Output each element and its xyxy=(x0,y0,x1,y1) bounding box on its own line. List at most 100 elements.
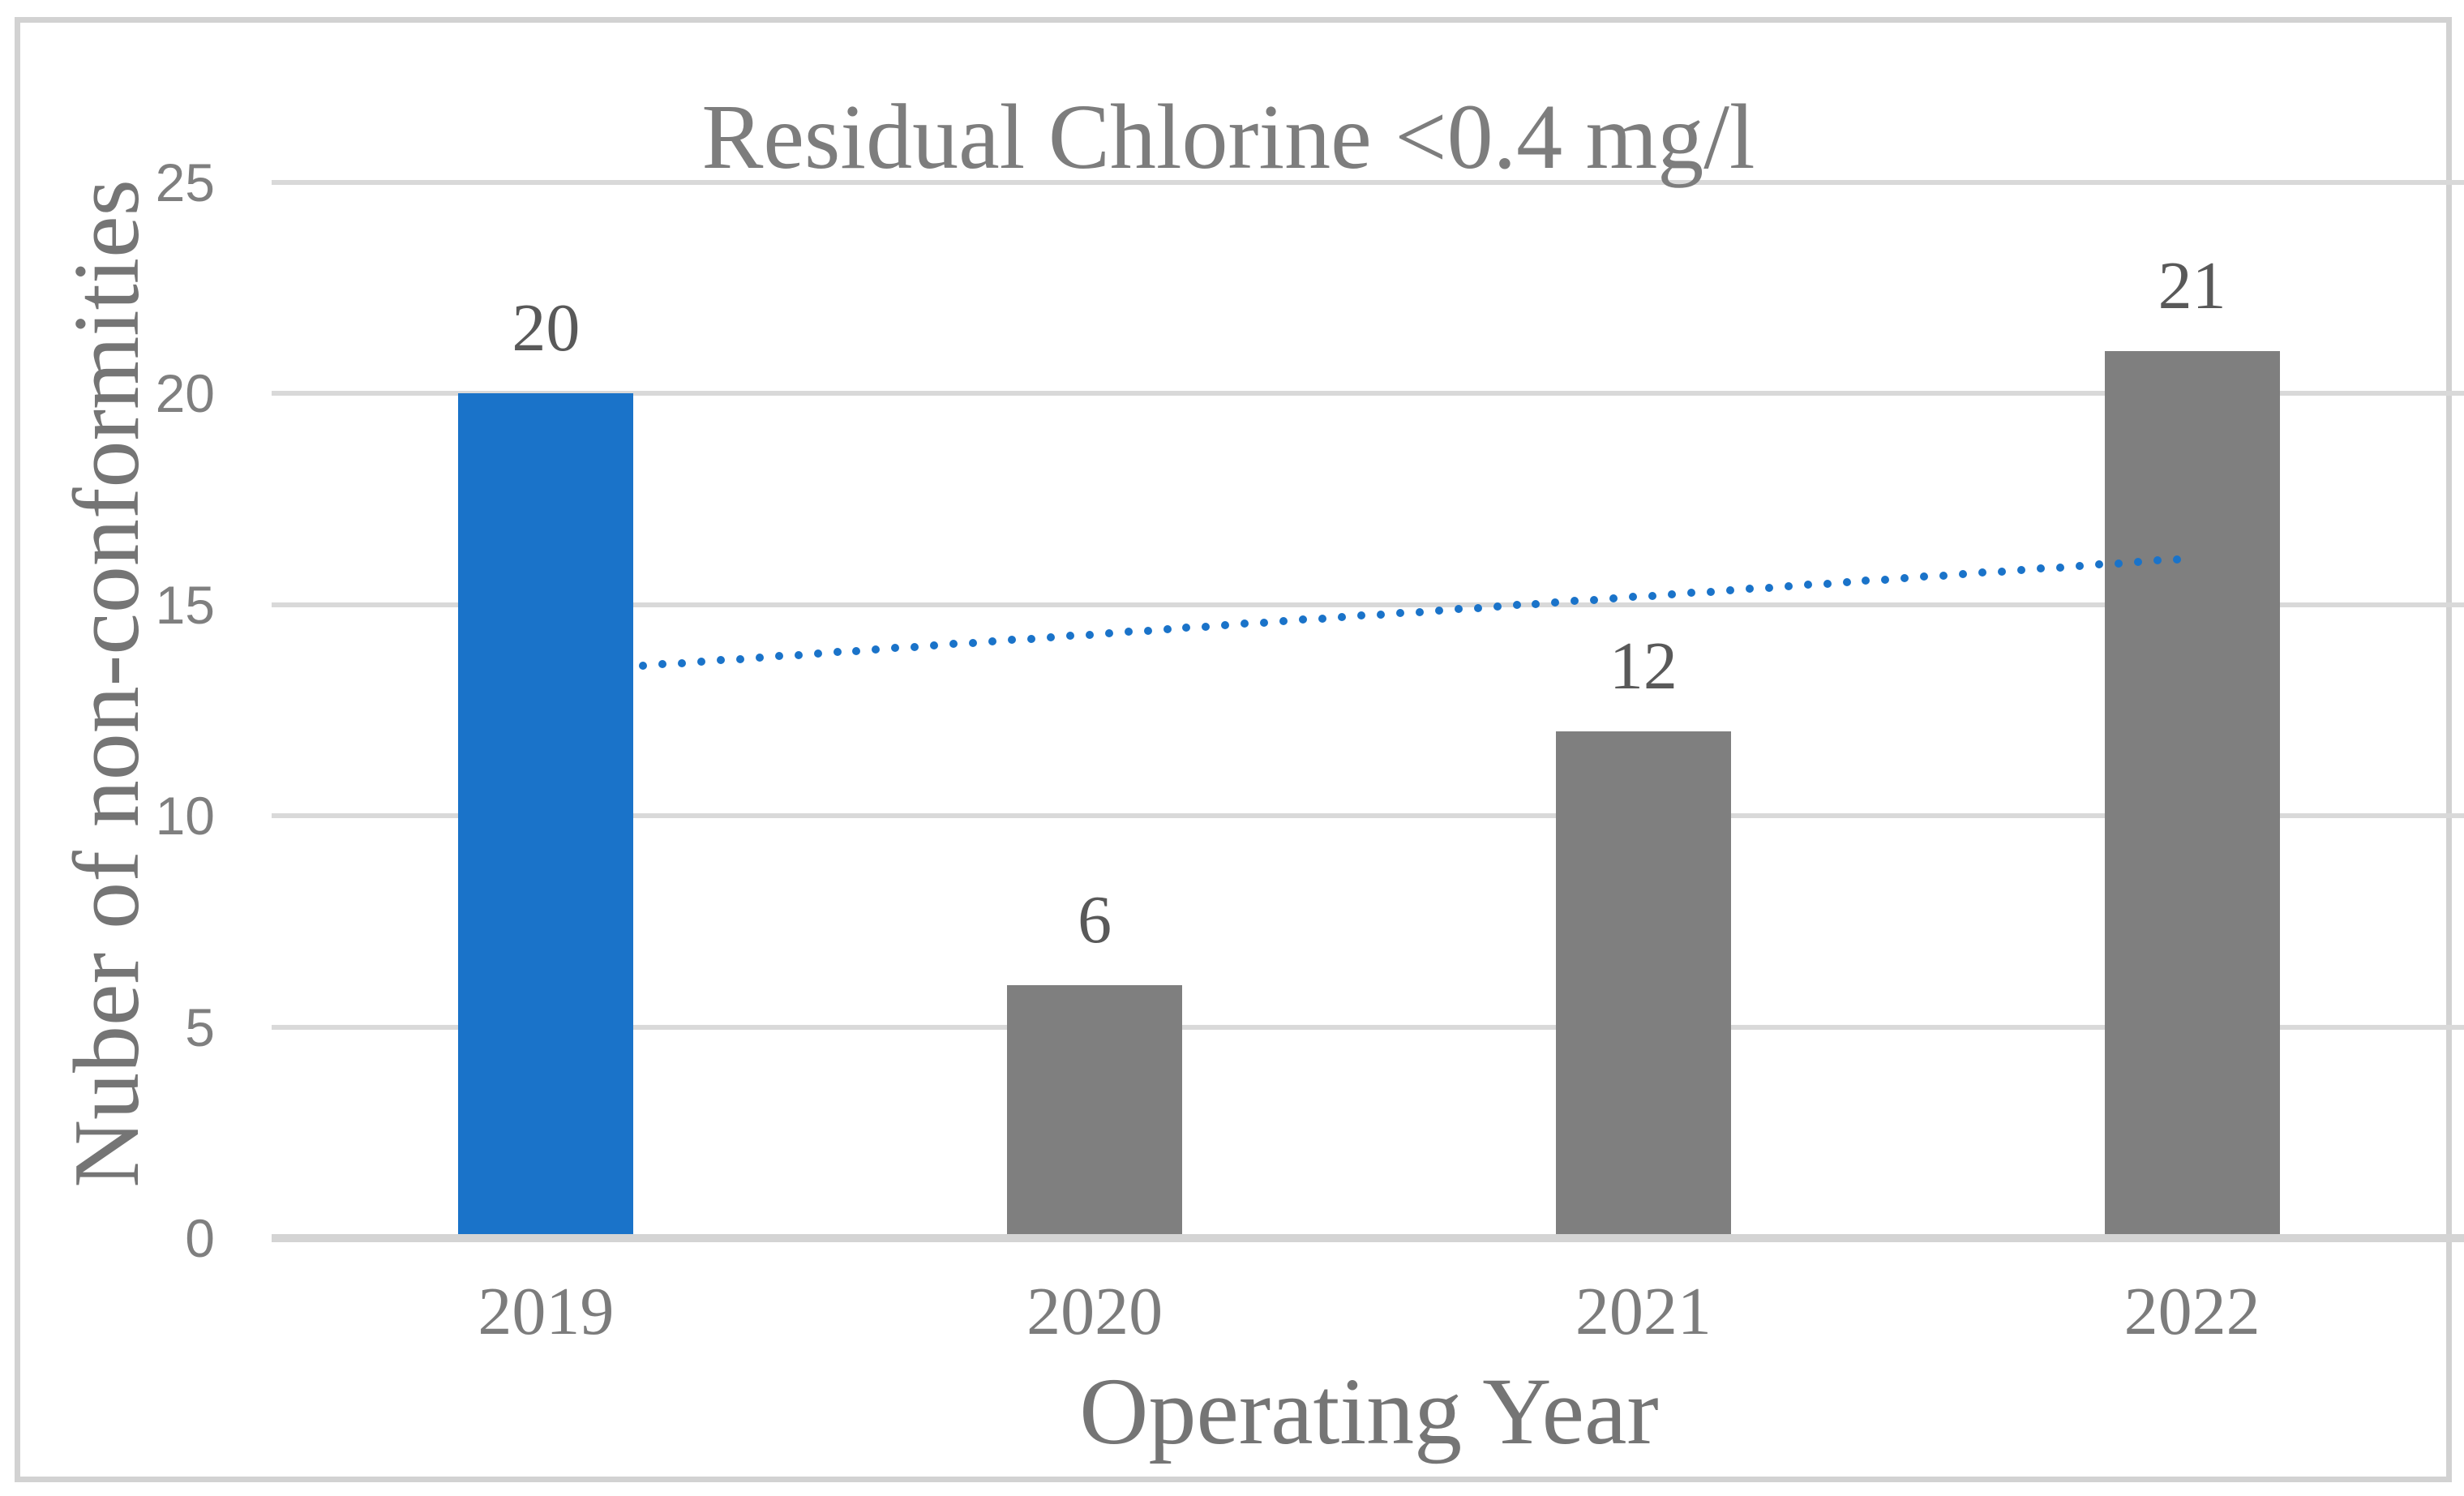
data-label-2020: 6 xyxy=(1078,881,1112,958)
trendline-dot xyxy=(735,654,744,663)
trendline-dot xyxy=(1686,589,1695,598)
gridline-10 xyxy=(272,813,2464,819)
trendline-dot xyxy=(1959,570,1968,579)
trendline-dot xyxy=(1143,626,1152,635)
x-tick-label-2022: 2022 xyxy=(2123,1274,2260,1349)
trendline-dot xyxy=(2133,558,2142,567)
trendline-dot xyxy=(872,645,881,654)
trendline-dot xyxy=(1318,614,1327,623)
x-axis-title: Operating Year xyxy=(1079,1358,1659,1464)
trendline-dot xyxy=(833,648,842,657)
trendline-dot xyxy=(1745,585,1754,594)
trendline-dot xyxy=(1900,574,1909,583)
trendline-dot xyxy=(969,638,978,647)
trendline-dot xyxy=(1590,595,1599,604)
x-axis-line xyxy=(272,1234,2464,1242)
trendline-dot xyxy=(988,637,997,645)
trendline-dot xyxy=(1299,615,1308,624)
y-tick-label-10: 10 xyxy=(155,786,215,847)
x-tick-label-2019: 2019 xyxy=(478,1274,615,1349)
trendline-dot xyxy=(1279,617,1288,626)
trendline-dot xyxy=(1648,591,1657,600)
trendline-dot xyxy=(1376,610,1385,619)
trendline-dot xyxy=(755,653,764,662)
trendline-dot xyxy=(639,661,648,670)
trendline-dot xyxy=(2172,555,2181,564)
bar-2021 xyxy=(1555,731,1731,1234)
trendline-dot xyxy=(1221,621,1230,630)
trendline-dot xyxy=(1046,633,1055,641)
trendline-dot xyxy=(774,652,783,661)
trendline-dot xyxy=(891,644,900,653)
y-tick-label-0: 0 xyxy=(185,1208,215,1268)
trendline-dot xyxy=(2055,563,2064,572)
gridline-25 xyxy=(272,180,2464,185)
trendline-dot xyxy=(1862,577,1870,585)
y-axis-title: Nuber of non-conformities xyxy=(55,179,159,1188)
gridline-15 xyxy=(272,602,2464,607)
trendline-dot xyxy=(1881,575,1890,584)
trendline-dot xyxy=(1803,581,1812,589)
y-tick-label-15: 15 xyxy=(155,574,215,635)
trendline-dot xyxy=(1551,598,1560,607)
trendline-dot xyxy=(677,658,686,667)
trendline-dot xyxy=(1182,624,1191,632)
trendline-dot xyxy=(1124,628,1133,637)
trendline-dot xyxy=(1065,632,1074,641)
trendline-dot xyxy=(1338,613,1347,622)
data-label-2022: 21 xyxy=(2158,248,2226,324)
trendline-dot xyxy=(1609,594,1618,602)
trendline-dot xyxy=(1532,599,1541,608)
gridline-5 xyxy=(272,1024,2464,1030)
trendline-dot xyxy=(2094,560,2103,569)
data-label-2019: 20 xyxy=(512,290,581,366)
trendline-dot xyxy=(1764,583,1773,592)
data-label-2021: 12 xyxy=(1609,628,1678,705)
trendline-dot xyxy=(1260,618,1269,627)
trendline-dot xyxy=(794,650,803,659)
trendline-dot xyxy=(1920,572,1929,581)
trendline-dot xyxy=(1473,603,1482,612)
trendline-dot xyxy=(2036,564,2045,573)
y-tick-label-25: 25 xyxy=(155,152,215,212)
trendline-dot xyxy=(1085,630,1094,639)
chart-border-frame: Residual Chlorine <0.4 mg/l Nuber of non… xyxy=(15,17,2464,1482)
y-tick-label-5: 5 xyxy=(185,997,215,1057)
trendline-dot xyxy=(911,642,919,651)
trendline-dot xyxy=(1026,634,1035,643)
bar-2022 xyxy=(2104,351,2280,1234)
trendline-dot xyxy=(2017,566,2026,575)
trendline-dot xyxy=(1241,619,1249,628)
trendline-dot xyxy=(1978,568,1987,577)
trendline-dot xyxy=(658,660,667,669)
bar-2020 xyxy=(1007,984,1183,1234)
y-tick-label-20: 20 xyxy=(155,363,215,424)
trendline-dot xyxy=(1434,606,1443,615)
trendline-dot xyxy=(1823,579,1832,588)
trendline-dot xyxy=(930,641,939,649)
trendline-dot xyxy=(1842,578,1851,587)
trendline-dot xyxy=(1512,601,1521,610)
trendline-dot xyxy=(1629,593,1638,602)
trendline-dot xyxy=(1706,587,1715,596)
x-tick-label-2020: 2020 xyxy=(1026,1274,1163,1349)
trendline-dot xyxy=(1784,581,1793,590)
trendline-dot xyxy=(1202,622,1211,631)
trendline-dot xyxy=(1668,589,1677,598)
trendline-dot xyxy=(1163,625,1172,634)
trendline-dot xyxy=(696,657,705,666)
trendline-dot xyxy=(716,656,725,665)
trendline-dot xyxy=(1104,629,1113,638)
trendline-dot xyxy=(1939,571,1948,580)
trendline-dot xyxy=(1493,602,1502,611)
trendline-dot xyxy=(949,640,958,649)
trendline-dot xyxy=(2153,556,2162,565)
trendline-dot xyxy=(1571,597,1579,606)
trendline-dot xyxy=(1415,607,1424,616)
trendline-dot xyxy=(813,649,822,658)
trendline-dot xyxy=(1395,609,1404,618)
trendline-dot xyxy=(2114,559,2123,568)
gridline-20 xyxy=(272,391,2464,397)
trendline-dot xyxy=(852,646,861,655)
